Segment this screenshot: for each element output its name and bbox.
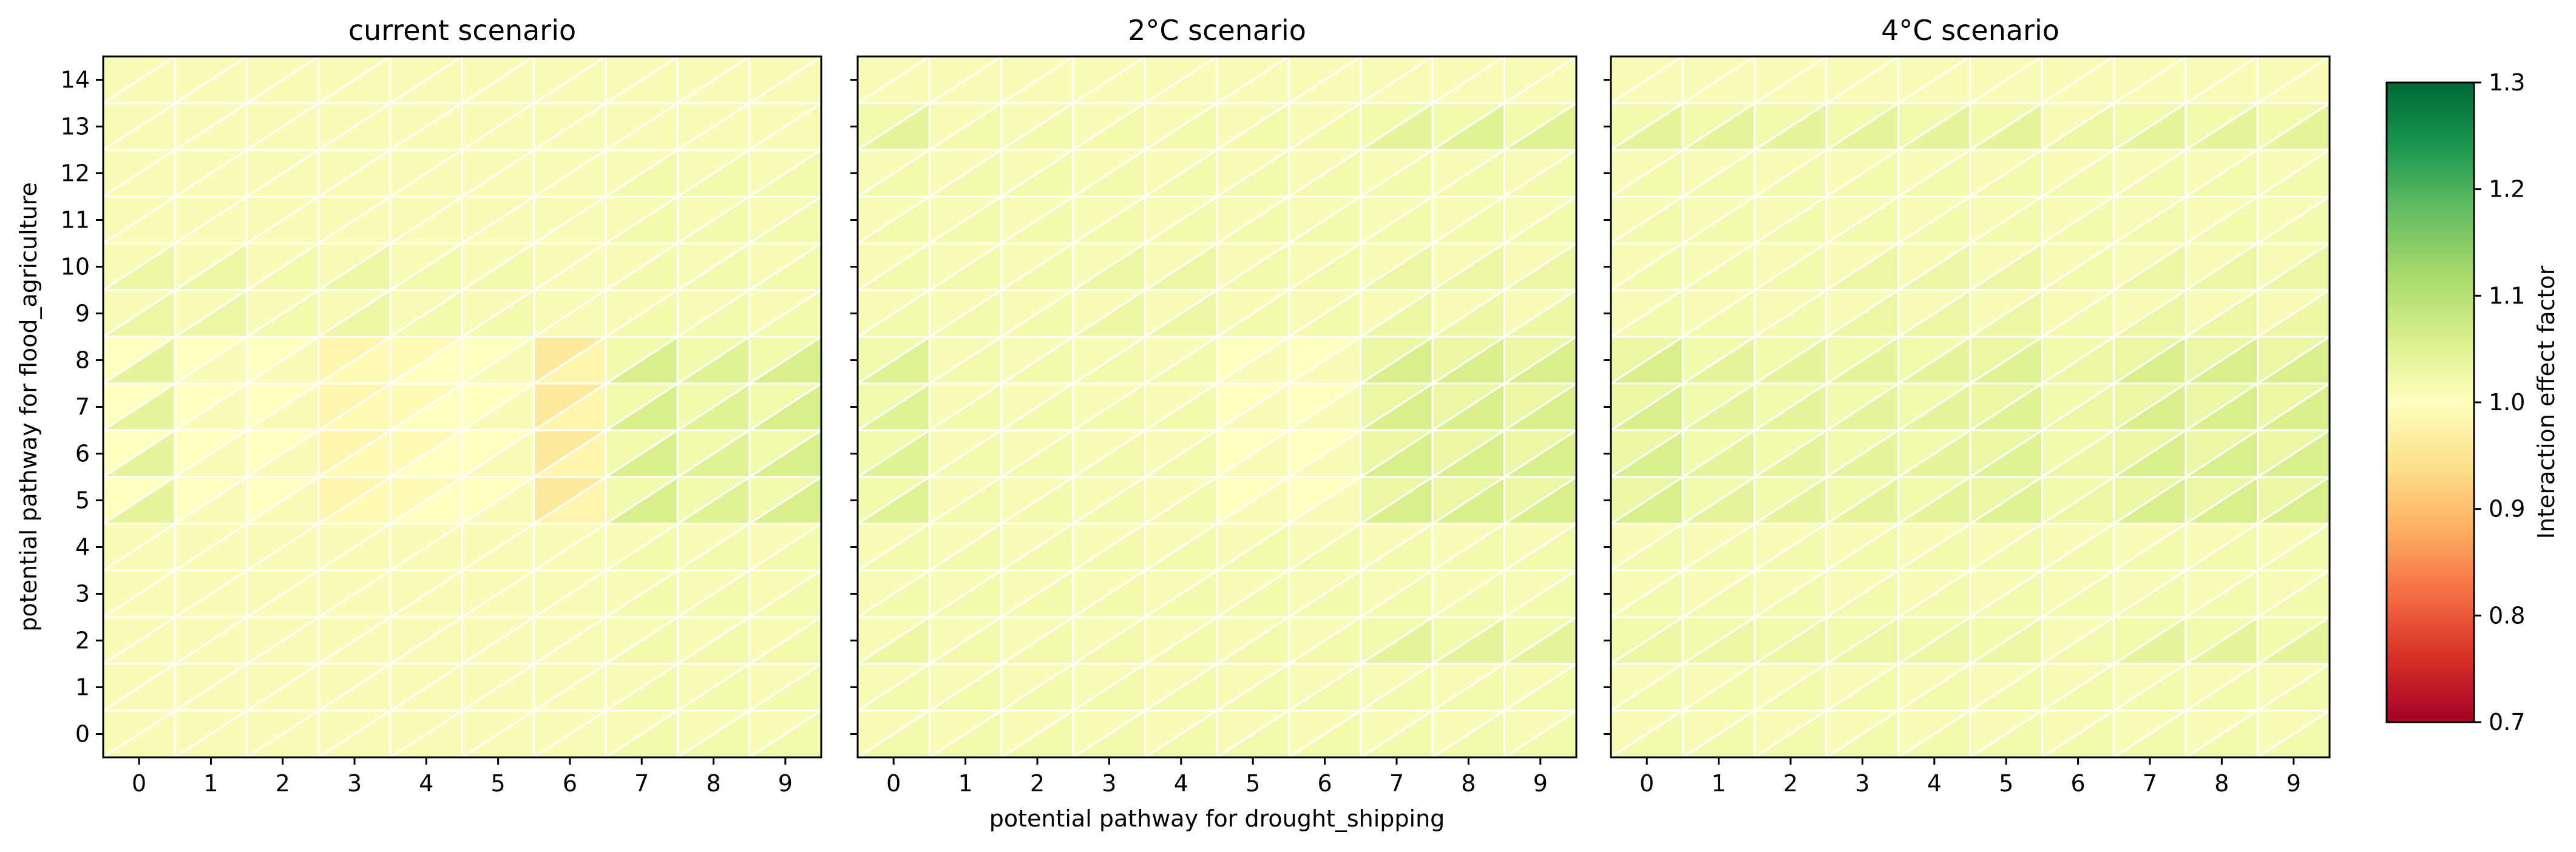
y-tick-label: 9 bbox=[75, 300, 90, 327]
colorbar: 0.7 0.8 0.9 1.0 1.1 1.2 1.3 Interaction effect … bbox=[2385, 69, 2560, 735]
y-tick-label: 13 bbox=[61, 113, 90, 140]
y-tick-label: 12 bbox=[61, 160, 90, 187]
x-tick-label: 8 bbox=[1461, 770, 1476, 797]
x-tick-label: 0 bbox=[132, 770, 146, 797]
y-tick-label: 0 bbox=[75, 721, 90, 748]
y-tick-label: 14 bbox=[61, 67, 90, 93]
y-tick-label: 5 bbox=[75, 487, 90, 514]
panel-title: 4°C scenario bbox=[1881, 14, 2059, 47]
colorbar-bar bbox=[2385, 81, 2475, 723]
y-tick-label: 11 bbox=[61, 207, 90, 234]
x-axis-label: potential pathway for drought_shipping bbox=[989, 805, 1445, 832]
x-tick-label: 3 bbox=[1102, 770, 1116, 797]
colorbar-tick-label: 0.8 bbox=[2489, 602, 2525, 629]
x-tick-label: 6 bbox=[563, 770, 577, 797]
colorbar-tick-label: 1.2 bbox=[2489, 176, 2525, 203]
colorbar-tick-label: 1.0 bbox=[2489, 389, 2525, 416]
x-tick-label: 0 bbox=[1639, 770, 1654, 797]
x-tick-label: 3 bbox=[1855, 770, 1869, 797]
x-tick-label: 2 bbox=[1030, 770, 1045, 797]
panel-2: 4°C scenario 0 1 2 3 4 5 6 7 8 9 bbox=[1604, 14, 2333, 797]
x-tick-label: 2 bbox=[1783, 770, 1798, 797]
y-tick-label: 1 bbox=[75, 674, 90, 701]
y-tick-label: 3 bbox=[75, 581, 90, 607]
panel-1: 2°C scenario 0 1 2 3 4 5 6 7 8 9 potential pathway … bbox=[850, 14, 1580, 832]
colorbar-tick-label: 1.3 bbox=[2489, 69, 2525, 96]
x-tick-label: 5 bbox=[1246, 770, 1260, 797]
y-tick-label: 10 bbox=[61, 254, 90, 280]
x-tick-label: 9 bbox=[1533, 770, 1548, 797]
y-tick-label: 7 bbox=[75, 394, 90, 421]
x-tick-label: 1 bbox=[1712, 770, 1726, 797]
y-tick-label: 6 bbox=[75, 441, 90, 467]
x-tick-label: 2 bbox=[276, 770, 290, 797]
x-tick-label: 5 bbox=[491, 770, 506, 797]
y-tick-label: 4 bbox=[75, 534, 90, 561]
x-tick-label: 4 bbox=[419, 770, 433, 797]
x-tick-label: 3 bbox=[347, 770, 362, 797]
x-tick-label: 6 bbox=[2071, 770, 2086, 797]
colorbar-tick-label: 0.9 bbox=[2489, 496, 2525, 522]
x-tick-label: 6 bbox=[1318, 770, 1332, 797]
x-tick-label: 7 bbox=[634, 770, 649, 797]
x-tick-label: 4 bbox=[1174, 770, 1188, 797]
x-tick-label: 5 bbox=[1999, 770, 2013, 797]
x-tick-label: 0 bbox=[886, 770, 901, 797]
y-axis-label: potential pathway for flood_agriculture bbox=[15, 182, 42, 632]
panel-title: 2°C scenario bbox=[1128, 14, 1306, 47]
x-tick-label: 9 bbox=[2286, 770, 2301, 797]
colorbar-label: Interaction effect factor bbox=[2533, 265, 2560, 539]
x-tick-label: 8 bbox=[2214, 770, 2229, 797]
colorbar-tick-label: 0.7 bbox=[2489, 709, 2525, 735]
x-tick-label: 8 bbox=[706, 770, 720, 797]
x-tick-label: 1 bbox=[203, 770, 218, 797]
colorbar-tick-label: 1.1 bbox=[2489, 282, 2525, 309]
x-tick-label: 7 bbox=[1389, 770, 1404, 797]
y-tick-label: 2 bbox=[75, 627, 90, 654]
x-tick-label: 1 bbox=[958, 770, 973, 797]
y-tick-label: 8 bbox=[75, 347, 90, 374]
x-tick-label: 7 bbox=[2143, 770, 2157, 797]
x-tick-label: 4 bbox=[1927, 770, 1942, 797]
x-tick-label: 9 bbox=[778, 770, 793, 797]
panel-title: current scenario bbox=[348, 14, 576, 47]
